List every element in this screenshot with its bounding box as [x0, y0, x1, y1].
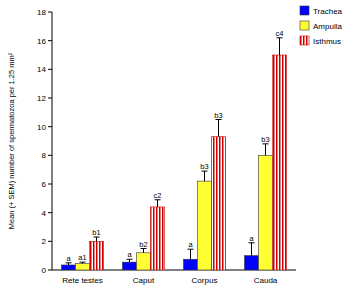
x-tick-label: Rete testes: [62, 276, 102, 285]
bar: [62, 265, 76, 270]
y-tick-label: 10: [37, 123, 46, 132]
error-bar: [155, 200, 161, 207]
annotation: b3: [200, 162, 208, 171]
error-stem: [251, 243, 252, 256]
bar: [151, 207, 165, 270]
annotation: b2: [139, 240, 147, 249]
y-tick: [48, 212, 52, 213]
annotation: a1: [78, 253, 86, 262]
y-tick: [48, 126, 52, 127]
y-tick-label: 14: [37, 65, 46, 74]
error-stem: [204, 171, 205, 181]
y-tick: [48, 270, 52, 271]
error-stem: [96, 237, 97, 241]
error-bar: [216, 120, 222, 137]
x-tick-label: Caput: [133, 276, 155, 285]
y-tick: [48, 40, 52, 41]
annotation: a: [66, 254, 71, 263]
y-tick-label: 6: [42, 180, 47, 189]
bar: [245, 256, 259, 270]
bar: [123, 262, 137, 270]
error-stem: [218, 120, 219, 137]
legend-swatch: [300, 36, 309, 45]
bar: [90, 241, 104, 270]
y-tick: [48, 69, 52, 70]
x-tick-label: Cauda: [254, 276, 278, 285]
bar: [212, 137, 226, 270]
y-tick: [48, 241, 52, 242]
error-stem: [265, 144, 266, 155]
y-tick: [48, 155, 52, 156]
y-tick-label: 18: [37, 8, 46, 17]
error-bar: [263, 144, 269, 155]
bar: [273, 55, 287, 270]
chart: 0 2 4 6 8 10 12 14 16 18 Mean (+ SEM) number of sp…: [0, 0, 363, 289]
x-tick-label: Corpus: [192, 276, 218, 285]
bar: [259, 155, 273, 270]
legend-label: Isthmus: [313, 37, 341, 46]
legend-label: Trachea: [313, 7, 343, 16]
annotation: b1: [92, 228, 100, 237]
y-tick: [48, 12, 52, 13]
bar: [76, 264, 90, 270]
error-bar: [127, 259, 133, 262]
error-bar: [249, 243, 255, 256]
error-bar: [80, 262, 86, 263]
annotation: b3: [261, 135, 269, 144]
bar: [198, 181, 212, 270]
annotation: b3: [214, 111, 222, 120]
error-bar: [141, 249, 147, 253]
legend-swatch: [300, 21, 309, 30]
y-tick-label: 8: [42, 151, 47, 160]
y-tick-label: 0: [42, 266, 47, 275]
y-axis-label: Mean (+ SEM) number of spermatozoa per 1…: [7, 52, 16, 229]
y-tick-label: 4: [42, 209, 47, 218]
legend-swatch: [300, 6, 309, 15]
annotation: c4: [276, 29, 284, 38]
error-bar: [188, 249, 194, 259]
error-stem: [143, 249, 144, 253]
legend-label: Ampulla: [313, 22, 342, 31]
y-tick-label: 2: [42, 237, 47, 246]
y-tick: [48, 98, 52, 99]
error-bar: [66, 263, 72, 265]
error-stem: [157, 200, 158, 207]
annotation: c2: [154, 191, 162, 200]
annotation: a: [249, 234, 254, 243]
error-bar: [202, 171, 208, 181]
y-tick-label: 12: [37, 94, 46, 103]
bar: [184, 259, 198, 270]
error-stem: [279, 38, 280, 55]
annotation: a: [127, 250, 132, 259]
error-stem: [190, 249, 191, 259]
y-axis: [52, 12, 53, 270]
error-bar: [94, 237, 100, 241]
annotation: a: [188, 240, 193, 249]
bar: [137, 253, 151, 270]
y-tick: [48, 184, 52, 185]
y-tick-label: 16: [37, 37, 46, 46]
error-bar: [277, 38, 283, 55]
bars: [62, 38, 287, 270]
